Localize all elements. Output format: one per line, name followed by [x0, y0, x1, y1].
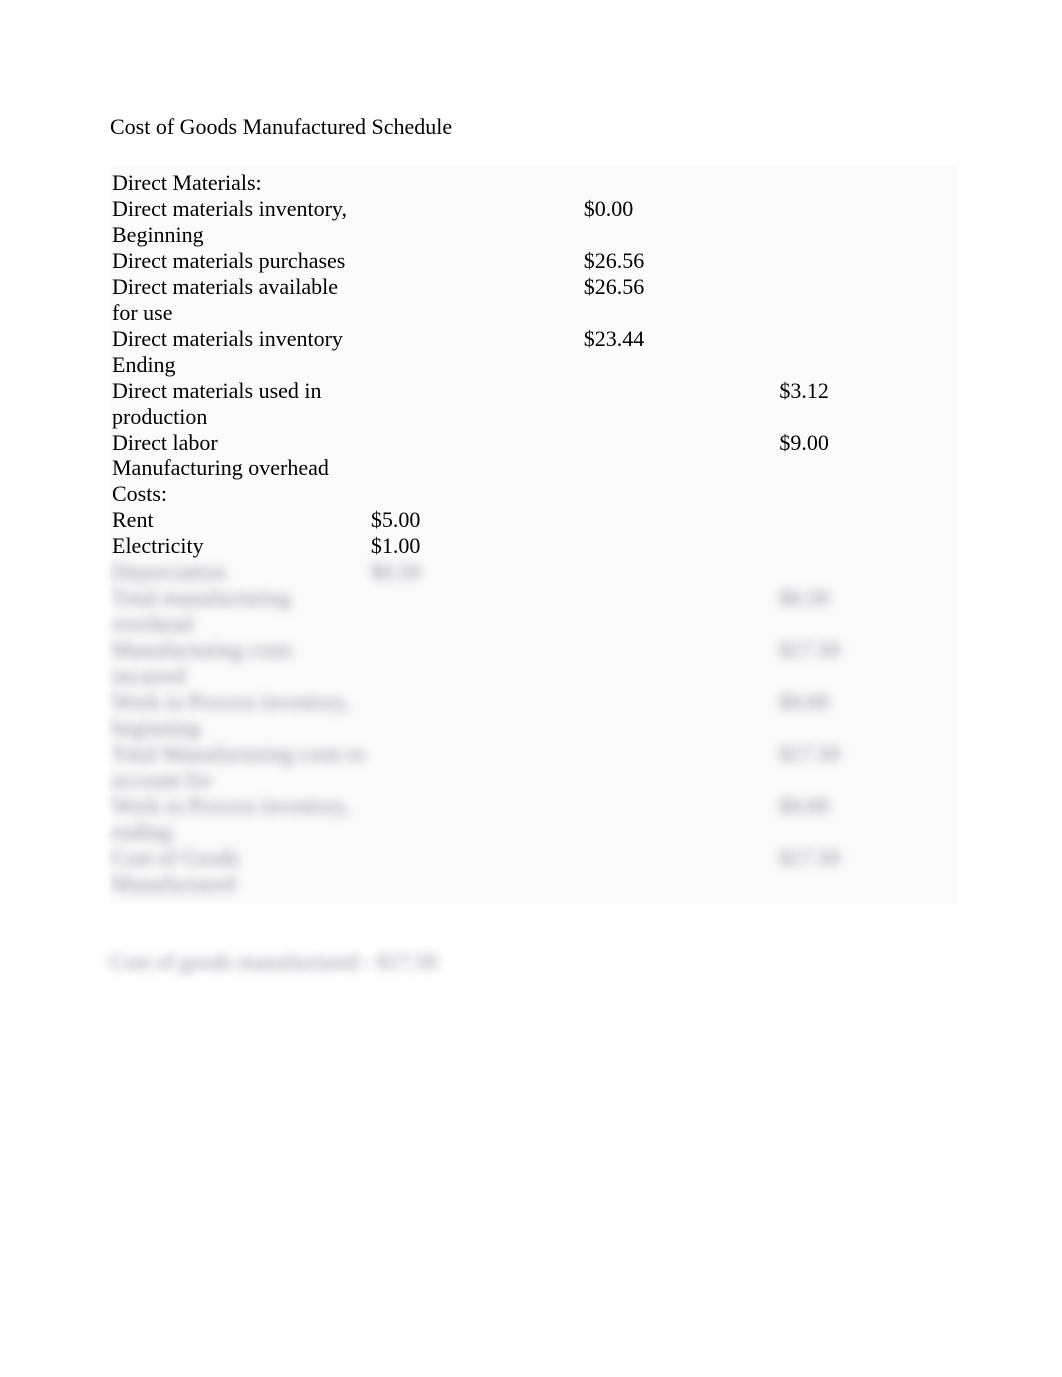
- row-value-2: [582, 507, 778, 533]
- row-label: Total Manufacturing costs to account for: [110, 741, 369, 793]
- row-value-3: [777, 170, 950, 196]
- row-label: Direct materials purchases: [110, 248, 369, 274]
- row-value-3: $3.12: [777, 378, 950, 430]
- row-value-1: [369, 793, 582, 845]
- page-title: Cost of Goods Manufactured Schedule: [110, 114, 958, 140]
- row-value-2: [582, 637, 778, 689]
- table-row: Direct labor $9.00: [110, 430, 950, 456]
- table-row: Direct materials used in production $3.12: [110, 378, 950, 430]
- row-value-3: [777, 533, 950, 559]
- row-value-3: $0.00: [777, 793, 950, 845]
- row-value-2: $23.44: [582, 326, 778, 378]
- row-value-3: $17.50: [777, 741, 950, 793]
- row-value-2: [582, 455, 778, 507]
- row-value-3: [777, 274, 950, 326]
- row-value-1: [369, 585, 582, 637]
- table-row: Work in Process inventory, beginning $0.0…: [110, 689, 950, 741]
- summary-line: Cost of goods manufactured - $17.50: [110, 949, 958, 975]
- row-label: Direct materials used in production: [110, 378, 369, 430]
- table-row: Direct materials available for use $26.56: [110, 274, 950, 326]
- row-value-2: $0.00: [582, 196, 778, 248]
- row-label: Electricity: [110, 533, 369, 559]
- row-value-1: $5.00: [369, 507, 582, 533]
- table-row: Work in Process inventory, ending $0.00: [110, 793, 950, 845]
- row-value-1: [369, 455, 582, 507]
- row-value-1: [369, 170, 582, 196]
- row-value-1: [369, 378, 582, 430]
- row-value-2: [582, 689, 778, 741]
- row-value-3: $9.00: [777, 430, 950, 456]
- row-label: Total manufacturing overhead: [110, 585, 369, 637]
- row-value-3: $6.50: [777, 585, 950, 637]
- row-label: Manufacturing costs incurred: [110, 637, 369, 689]
- row-value-2: [582, 741, 778, 793]
- table-row: Direct Materials:: [110, 170, 950, 196]
- row-value-1: [369, 637, 582, 689]
- row-value-1: $1.00: [369, 533, 582, 559]
- row-value-2: [582, 585, 778, 637]
- row-value-1: [369, 326, 582, 378]
- row-value-2: [582, 430, 778, 456]
- row-label: Work in Process inventory, ending: [110, 793, 369, 845]
- table-row: Manufacturing overhead Costs:: [110, 455, 950, 507]
- table-row: Total manufacturing overhead $6.50: [110, 585, 950, 637]
- row-value-2: $26.56: [582, 248, 778, 274]
- table-row: Rent$5.00: [110, 507, 950, 533]
- row-label: Direct materials inventory, Beginning: [110, 196, 369, 248]
- row-label: Direct materials inventory Ending: [110, 326, 369, 378]
- row-value-2: [582, 793, 778, 845]
- row-value-1: [369, 689, 582, 741]
- row-value-3: [777, 248, 950, 274]
- row-value-1: [369, 845, 582, 897]
- row-label: Depreciation: [110, 559, 369, 585]
- table-row: Manufacturing costs incurred $17.50: [110, 637, 950, 689]
- schedule-table: Direct Materials:Direct materials invent…: [110, 170, 950, 897]
- row-value-3: $17.50: [777, 845, 950, 897]
- table-row: Direct materials inventory Ending $23.44: [110, 326, 950, 378]
- row-value-1: [369, 430, 582, 456]
- row-value-3: $17.50: [777, 637, 950, 689]
- row-value-2: [582, 533, 778, 559]
- row-value-3: [777, 455, 950, 507]
- row-value-3: [777, 196, 950, 248]
- table-row: Direct materials inventory, Beginning $0.…: [110, 196, 950, 248]
- row-label: Direct labor: [110, 430, 369, 456]
- row-value-2: $26.56: [582, 274, 778, 326]
- row-value-3: [777, 507, 950, 533]
- row-value-3: [777, 326, 950, 378]
- row-label: Direct Materials:: [110, 170, 369, 196]
- row-value-2: [582, 170, 778, 196]
- table-row: Cost of Goods Manufactured $17.50: [110, 845, 950, 897]
- table-row: Electricity$1.00: [110, 533, 950, 559]
- row-label: Rent: [110, 507, 369, 533]
- row-value-1: [369, 248, 582, 274]
- row-value-2: [582, 559, 778, 585]
- table-row: Direct materials purchases $26.56: [110, 248, 950, 274]
- row-value-3: [777, 559, 950, 585]
- row-label: Manufacturing overhead Costs:: [110, 455, 369, 507]
- row-value-1: $0.50: [369, 559, 582, 585]
- row-label: Direct materials available for use: [110, 274, 369, 326]
- row-label: Cost of Goods Manufactured: [110, 845, 369, 897]
- row-value-1: [369, 741, 582, 793]
- row-value-3: $0.00: [777, 689, 950, 741]
- row-value-2: [582, 845, 778, 897]
- table-row: Depreciation$0.50: [110, 559, 950, 585]
- row-value-2: [582, 378, 778, 430]
- schedule-table-wrapper: Direct Materials:Direct materials invent…: [110, 166, 958, 905]
- row-value-1: [369, 196, 582, 248]
- table-row: Total Manufacturing costs to account for…: [110, 741, 950, 793]
- row-value-1: [369, 274, 582, 326]
- row-label: Work in Process inventory, beginning: [110, 689, 369, 741]
